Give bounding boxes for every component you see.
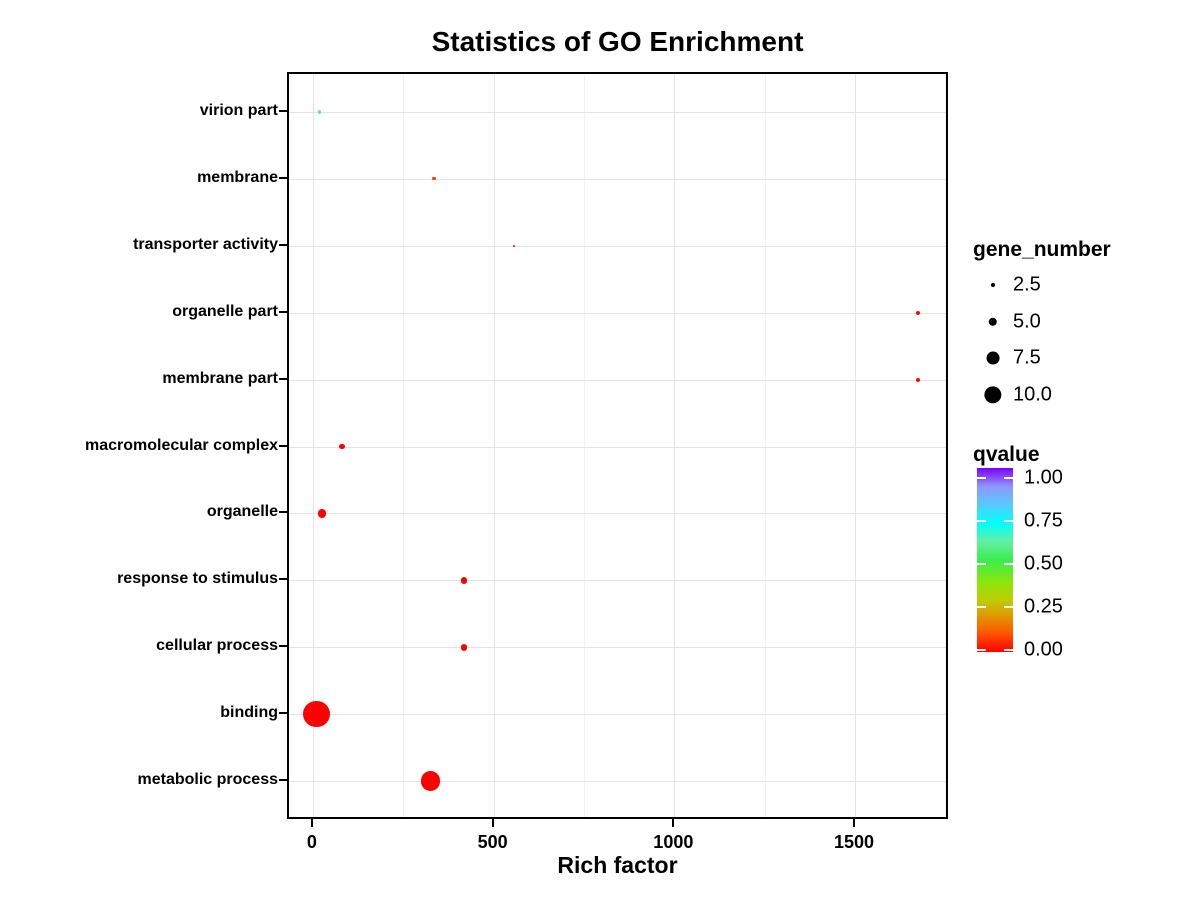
qvalue-colorbar <box>977 468 1013 652</box>
size-legend-dot <box>986 351 1000 365</box>
y-axis-tick <box>279 645 287 648</box>
y-axis-label: transporter activity <box>133 235 278 253</box>
y-axis-label: metabolic process <box>137 771 279 788</box>
colorbar-tick-label: 0.50 <box>1024 552 1063 575</box>
colorbar-tick-label: 0.00 <box>1024 638 1063 661</box>
size-legend-title: gene_number <box>973 238 1111 261</box>
data-point <box>915 310 920 315</box>
y-axis-tick <box>279 243 287 246</box>
data-point <box>460 576 468 584</box>
colorbar-tick-label: 0.25 <box>1024 595 1063 618</box>
size-legend-dot <box>984 385 1002 404</box>
x-major-gridline <box>674 74 676 817</box>
y-gridline <box>289 379 946 381</box>
x-minor-gridline <box>764 74 766 817</box>
x-axis-tick <box>672 819 675 827</box>
x-axis-tick-label: 1500 <box>834 832 875 852</box>
y-axis-tick <box>279 176 287 179</box>
data-point <box>915 377 920 382</box>
x-major-gridline <box>493 74 495 817</box>
x-minor-gridline <box>403 74 405 817</box>
y-gridline <box>289 178 946 180</box>
data-point <box>460 643 468 651</box>
size-legend-label: 10.0 <box>1013 383 1052 405</box>
plot-panel <box>287 72 948 819</box>
colorbar-tick <box>977 477 986 479</box>
colorbar-tick <box>1004 649 1013 651</box>
size-legend-label: 5.0 <box>1013 310 1041 332</box>
colorbar-tick-label: 0.75 <box>1024 509 1063 532</box>
size-legend-dot <box>991 283 995 287</box>
colorbar-tick <box>1004 606 1013 608</box>
x-major-gridline <box>855 74 857 817</box>
y-axis-label: cellular process <box>156 637 278 655</box>
y-gridline <box>289 446 946 448</box>
y-gridline <box>289 112 946 113</box>
y-axis-label: membrane <box>197 168 278 186</box>
y-axis-tick <box>279 712 287 715</box>
x-axis-tick-label: 0 <box>306 832 317 852</box>
y-axis-label: organelle <box>206 503 278 521</box>
y-axis-label: membrane part <box>162 369 278 387</box>
y-gridline <box>289 580 946 582</box>
chart-title: Statistics of GO Enrichment <box>431 26 804 57</box>
x-axis-tick-label: 500 <box>477 832 508 852</box>
colorbar-tick <box>977 606 986 608</box>
x-axis-tick <box>853 819 856 827</box>
size-legend-label: 2.5 <box>1013 273 1041 296</box>
colorbar-tick <box>977 563 986 565</box>
x-axis-tick <box>491 819 494 827</box>
y-axis-tick <box>279 310 287 313</box>
y-gridline <box>289 312 946 314</box>
data-point <box>512 244 515 247</box>
y-gridline <box>289 647 946 649</box>
x-axis-tick-label: 1000 <box>653 832 694 852</box>
data-point <box>432 177 436 181</box>
y-gridline <box>289 245 946 247</box>
colorbar-tick <box>977 649 986 651</box>
y-axis-tick <box>279 377 287 380</box>
data-point <box>303 700 330 728</box>
data-point <box>421 771 441 791</box>
x-minor-gridline <box>583 74 585 817</box>
y-axis-tick <box>279 779 287 781</box>
x-major-gridline <box>312 74 314 817</box>
y-axis-label: macromolecular complex <box>85 436 278 454</box>
data-point <box>338 443 345 450</box>
y-gridline <box>289 781 946 782</box>
colorbar-tick <box>977 520 986 522</box>
colorbar-tick-label: 1.00 <box>1024 466 1063 489</box>
x-axis-tick <box>310 819 313 827</box>
y-axis-label: organelle part <box>172 302 278 320</box>
x-minor-gridline <box>945 74 946 817</box>
data-point <box>318 110 322 114</box>
y-axis-label: binding <box>220 704 278 722</box>
size-legend-label: 7.5 <box>1013 346 1041 369</box>
data-point <box>317 509 327 518</box>
color-legend-title: qvalue <box>973 443 1040 466</box>
size-legend-dot <box>988 317 998 326</box>
colorbar-tick <box>1004 477 1013 479</box>
y-gridline <box>289 714 946 716</box>
y-axis-tick <box>279 511 287 514</box>
x-axis-title: Rich factor <box>557 852 678 878</box>
y-axis-label: response to stimulus <box>117 570 278 588</box>
colorbar-tick <box>1004 563 1013 565</box>
colorbar-tick <box>1004 520 1013 522</box>
y-gridline <box>289 513 946 515</box>
y-axis-tick <box>279 110 287 112</box>
y-axis-tick <box>279 578 287 581</box>
y-axis-label: virion part <box>199 102 278 119</box>
y-axis-tick <box>279 444 287 447</box>
